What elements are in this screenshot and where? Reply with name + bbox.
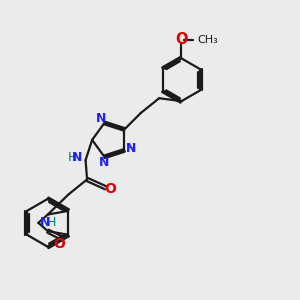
- Text: N: N: [126, 142, 136, 155]
- Text: H: H: [67, 151, 77, 164]
- Text: H: H: [47, 216, 56, 229]
- Text: N: N: [40, 216, 50, 229]
- Text: O: O: [53, 237, 65, 251]
- Text: N: N: [72, 151, 82, 164]
- Text: N: N: [96, 112, 107, 125]
- Text: H: H: [126, 142, 135, 155]
- Text: O: O: [104, 182, 116, 196]
- Text: CH₃: CH₃: [197, 35, 218, 45]
- Text: O: O: [175, 32, 188, 47]
- Text: N: N: [99, 156, 109, 169]
